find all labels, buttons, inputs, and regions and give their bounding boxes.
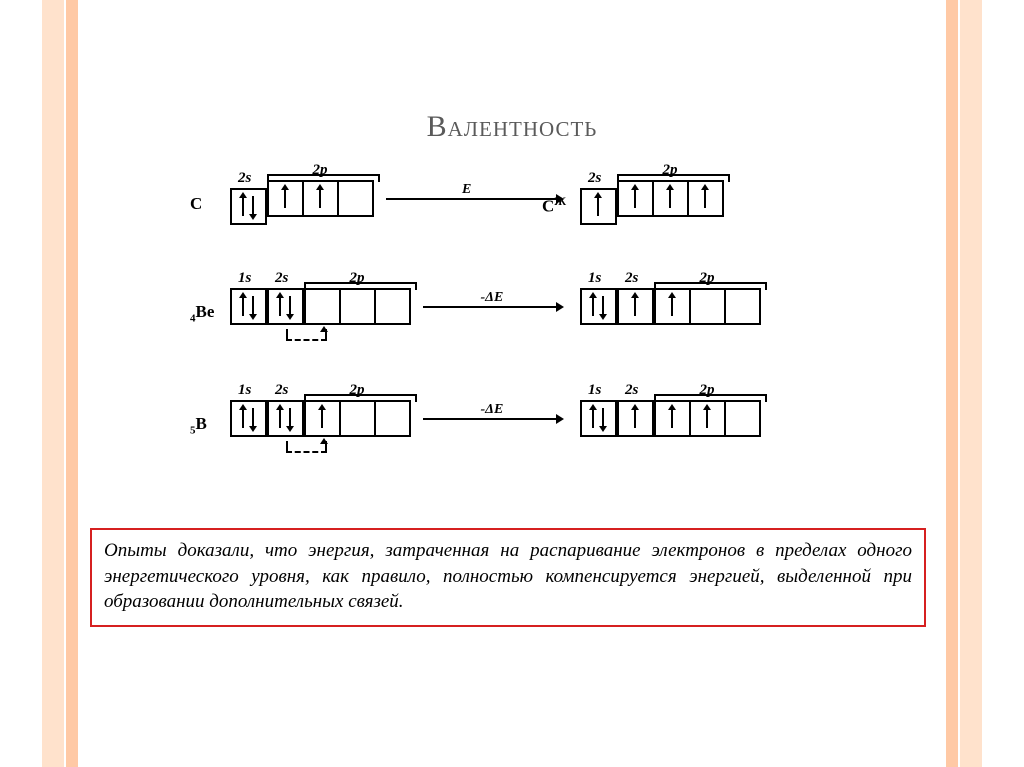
orbital-label: 2s [625, 382, 638, 399]
orbital-box [304, 288, 341, 325]
electron-down-icon [602, 296, 604, 316]
electron-up-icon [242, 196, 244, 216]
transition-arrow-icon [386, 198, 558, 200]
electron-up-icon [592, 296, 594, 316]
electron-up-icon [242, 408, 244, 428]
electron-up-icon [706, 408, 708, 428]
electron-up-icon [321, 408, 323, 428]
electron-up-icon [284, 188, 286, 208]
electron-up-icon [597, 196, 599, 216]
element-label: 4Be [190, 302, 214, 324]
orbital-box [689, 288, 726, 325]
dashed-arrowhead-icon [320, 326, 328, 332]
electron-down-icon [289, 408, 291, 428]
orbital-diagram: CCЖ2s2p2s2pE4Be1s2s2p1s2s2p-ΔE5B1s2s2p1s… [182, 160, 842, 500]
electron-up-icon [671, 296, 673, 316]
transition-arrow-icon [423, 306, 558, 308]
orbital-label: 2s [275, 270, 288, 287]
electron-up-icon [634, 296, 636, 316]
orbital-box [339, 400, 376, 437]
orbital-label: 1s [238, 382, 251, 399]
transition-label: -ΔE [481, 290, 504, 306]
orbital-label: 1s [238, 270, 251, 287]
electron-up-icon [242, 296, 244, 316]
element-label: 5B [190, 414, 207, 436]
element-label: C [190, 194, 202, 214]
electron-up-icon [634, 408, 636, 428]
electron-up-icon [704, 188, 706, 208]
electron-up-icon [279, 408, 281, 428]
electron-down-icon [252, 196, 254, 216]
electron-up-icon [279, 296, 281, 316]
electron-up-icon [671, 408, 673, 428]
orbital-label: 2s [588, 170, 601, 187]
orbital-box [337, 180, 374, 217]
orbital-box [724, 400, 761, 437]
electron-up-icon [592, 408, 594, 428]
electron-down-icon [252, 296, 254, 316]
orbital-box [374, 288, 411, 325]
transition-label: -ΔE [481, 402, 504, 418]
electron-up-icon [319, 188, 321, 208]
dashed-arrowhead-icon [320, 438, 328, 444]
orbital-box [339, 288, 376, 325]
electron-down-icon [252, 408, 254, 428]
orbital-label: 2s [275, 382, 288, 399]
orbital-label: 1s [588, 270, 601, 287]
orbital-label: 1s [588, 382, 601, 399]
orbital-box [374, 400, 411, 437]
explanation-textbox: Опыты доказали, что энергия, затраченная… [90, 528, 926, 627]
orbital-label: 2s [625, 270, 638, 287]
transition-arrow-icon [423, 418, 558, 420]
orbital-box [724, 288, 761, 325]
electron-up-icon [634, 188, 636, 208]
transition-label: E [462, 182, 471, 198]
electron-up-icon [669, 188, 671, 208]
electron-down-icon [602, 408, 604, 428]
electron-down-icon [289, 296, 291, 316]
page-title: Валентность [0, 110, 1024, 144]
orbital-label: 2s [238, 170, 251, 187]
